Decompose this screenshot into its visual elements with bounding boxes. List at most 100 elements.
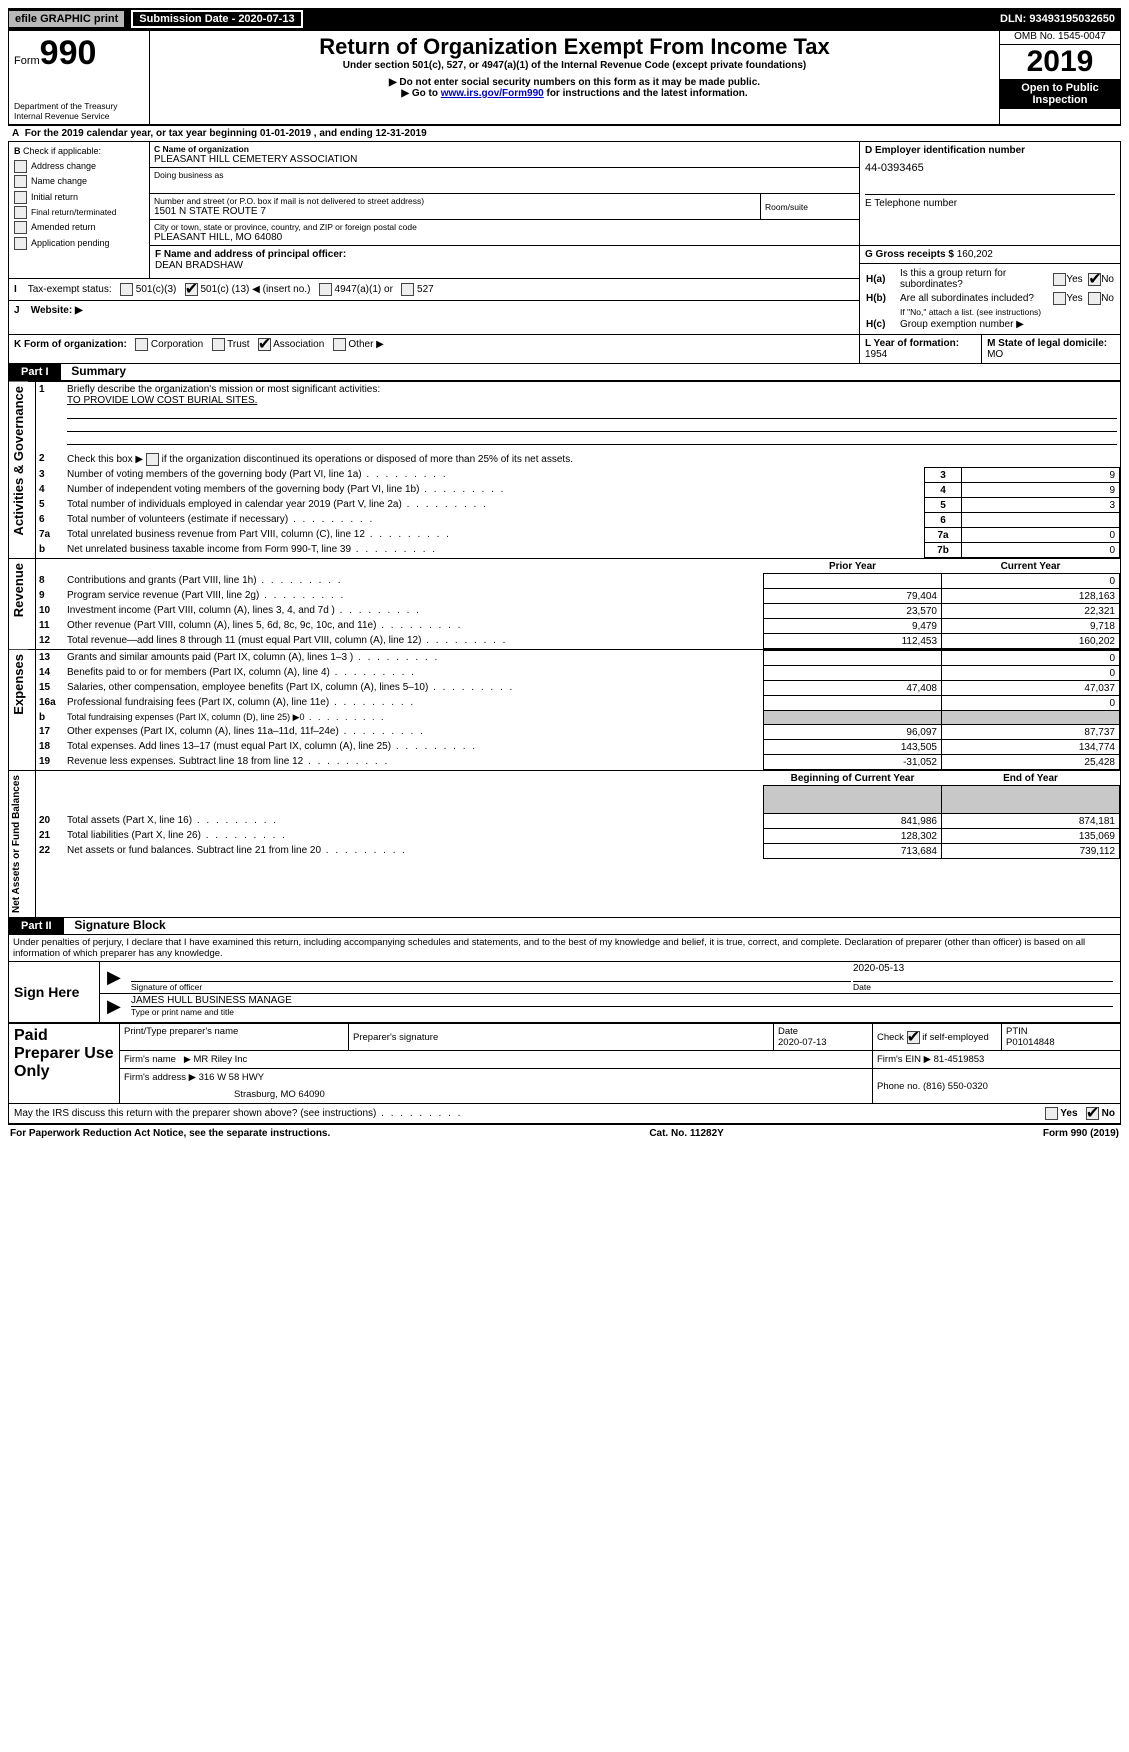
ha-no-checkbox[interactable]: [1088, 273, 1101, 286]
firm-addr2: Strasburg, MO 64090: [124, 1089, 868, 1100]
submission-date: Submission Date - 2020-07-13: [131, 10, 302, 28]
sub3-post: for instructions and the latest informat…: [544, 88, 748, 99]
col-k: K Form of organization: Corporation Trus…: [9, 335, 860, 364]
sig-date-label: Date: [853, 982, 1113, 992]
open-public-badge: Open to Public Inspection: [1000, 79, 1120, 109]
firm-name-label: Firm's name: [124, 1054, 176, 1065]
cat-no: Cat. No. 11282Y: [649, 1128, 723, 1139]
i-501c3-checkbox[interactable]: [120, 283, 133, 296]
gross-receipts: 160,202: [957, 249, 993, 260]
gov-row: 5 Total number of individuals employed i…: [36, 498, 1120, 513]
k-corp-checkbox[interactable]: [135, 338, 148, 351]
room-label: Room/suite: [765, 202, 855, 212]
city-label: City or town, state or province, country…: [154, 222, 855, 232]
preparer-date: 2020-07-13: [778, 1037, 868, 1048]
line-row: 14 Benefits paid to or for members (Part…: [36, 666, 1120, 681]
d-label: D Employer identification number: [865, 145, 1025, 156]
i-4947-checkbox[interactable]: [319, 283, 332, 296]
tax-year: 2019: [1000, 45, 1120, 79]
org-name: PLEASANT HILL CEMETERY ASSOCIATION: [154, 154, 855, 165]
a-pre: For the 2019 calendar year, or tax year …: [25, 128, 260, 139]
col-f: F Name and address of principal officer:…: [150, 246, 860, 279]
discuss-yes: Yes: [1060, 1108, 1077, 1119]
row-a: A For the 2019 calendar year, or tax yea…: [8, 125, 1121, 141]
officer-name-label: Type or print name and title: [131, 1007, 1113, 1017]
hb-yes-checkbox[interactable]: [1053, 292, 1066, 305]
phone-label: Phone no.: [877, 1081, 920, 1092]
officer-name: JAMES HULL BUSINESS MANAGE: [131, 995, 1113, 1007]
line-row: 19 Revenue less expenses. Subtract line …: [36, 755, 1120, 770]
checkbox-name-change[interactable]: [14, 175, 27, 188]
b-item-pending: Application pending: [14, 236, 144, 252]
form-number: 990: [40, 34, 97, 72]
checkbox-initial-return[interactable]: [14, 191, 27, 204]
l-label: L Year of formation:: [865, 338, 959, 349]
k-trust-checkbox[interactable]: [212, 338, 225, 351]
hb-no-checkbox[interactable]: [1088, 292, 1101, 305]
checkbox-amended[interactable]: [14, 221, 27, 234]
line-row: 10 Investment income (Part VIII, column …: [36, 604, 1120, 619]
entity-info-table: B Check if applicable: Address change Na…: [8, 141, 1121, 364]
ha-yes-checkbox[interactable]: [1053, 273, 1066, 286]
checkbox-final-return[interactable]: [14, 206, 27, 219]
part2-title: Signature Block: [66, 918, 165, 932]
i-501c-val: 13: [235, 284, 246, 295]
checkbox-address-change[interactable]: [14, 160, 27, 173]
line-row: 21 Total liabilities (Part X, line 26) 1…: [36, 829, 1120, 844]
gov-row: 7a Total unrelated business revenue from…: [36, 528, 1120, 543]
exp-lines: 13 Grants and similar amounts paid (Part…: [36, 650, 1120, 770]
e-label: E Telephone number: [865, 198, 957, 209]
c-label: C Name of organization: [154, 144, 249, 154]
self-emp-checkbox[interactable]: [907, 1031, 920, 1044]
part1-badge: Part I: [9, 364, 61, 380]
k-other-checkbox[interactable]: [333, 338, 346, 351]
discuss-yes-checkbox[interactable]: [1045, 1107, 1058, 1120]
irs-label: Internal Revenue Service: [14, 111, 144, 121]
ha-no: No: [1101, 274, 1114, 285]
side-exp: Expenses: [9, 650, 36, 771]
dba-label: Doing business as: [154, 170, 855, 180]
discuss-no-checkbox[interactable]: [1086, 1107, 1099, 1120]
dept-treasury: Department of the Treasury: [14, 101, 144, 111]
b-item-initial-return: Initial return: [14, 190, 144, 206]
line-row: 12 Total revenue—add lines 8 through 11 …: [36, 634, 1120, 649]
title-cell: Return of Organization Exempt From Incom…: [150, 31, 1000, 125]
a-begin: 01-01-2019: [260, 128, 311, 139]
net-lines: Beginning of Current Year End of Year 20…: [36, 771, 1120, 859]
i-501c-checkbox[interactable]: [185, 283, 198, 296]
discuss-choices: Yes No: [1045, 1107, 1116, 1120]
perjury-text: Under penalties of perjury, I declare th…: [8, 935, 1121, 961]
firm-addr-label: Firm's address ▶: [124, 1072, 196, 1083]
firm-name: MR Riley Inc: [193, 1054, 247, 1065]
a-end: 12-31-2019: [375, 128, 426, 139]
part1-header-row: Part I Summary: [8, 364, 1121, 381]
k-assoc: Association: [273, 339, 324, 350]
a-mid: , and ending: [311, 128, 375, 139]
street-value: 1501 N STATE ROUTE 7: [154, 206, 756, 217]
pra-notice: For Paperwork Reduction Act Notice, see …: [10, 1128, 330, 1139]
k-assoc-checkbox[interactable]: [258, 338, 271, 351]
l2-checkbox[interactable]: [146, 453, 159, 466]
l2-post: if the organization discontinued its ope…: [159, 454, 573, 465]
i-label: Tax-exempt status:: [28, 284, 112, 295]
gov-lines: 1 Briefly describe the organization's mi…: [36, 382, 1120, 558]
side-rev: Revenue: [9, 559, 36, 650]
side-gov: Activities & Governance: [9, 382, 36, 559]
f-label: F Name and address of principal officer:: [155, 249, 346, 260]
i-527-checkbox[interactable]: [401, 283, 414, 296]
line-row: 18 Total expenses. Add lines 13–17 (must…: [36, 740, 1120, 755]
sub3-pre: ▶ Go to: [401, 88, 440, 99]
year-cell: OMB No. 1545-0047 2019 Open to Public In…: [1000, 31, 1121, 125]
instructions-link[interactable]: www.irs.gov/Form990: [441, 88, 544, 99]
col-c-top: C Name of organization PLEASANT HILL CEM…: [150, 142, 860, 194]
self-emp-check-label: Check: [877, 1032, 904, 1043]
hb-label: Are all subordinates included?: [900, 293, 1034, 304]
i-501c-pre: 501(c) (: [200, 284, 234, 295]
l2-label: Check this box ▶: [67, 454, 143, 465]
b-item-amended: Amended return: [14, 220, 144, 236]
subtitle-3: ▶ Go to www.irs.gov/Form990 for instruct…: [155, 88, 994, 99]
l-value: 1954: [865, 349, 887, 360]
l1-text: TO PROVIDE LOW COST BURIAL SITES.: [67, 395, 257, 406]
checkbox-pending[interactable]: [14, 237, 27, 250]
form-header-table: Form990 Department of the Treasury Inter…: [8, 30, 1121, 125]
